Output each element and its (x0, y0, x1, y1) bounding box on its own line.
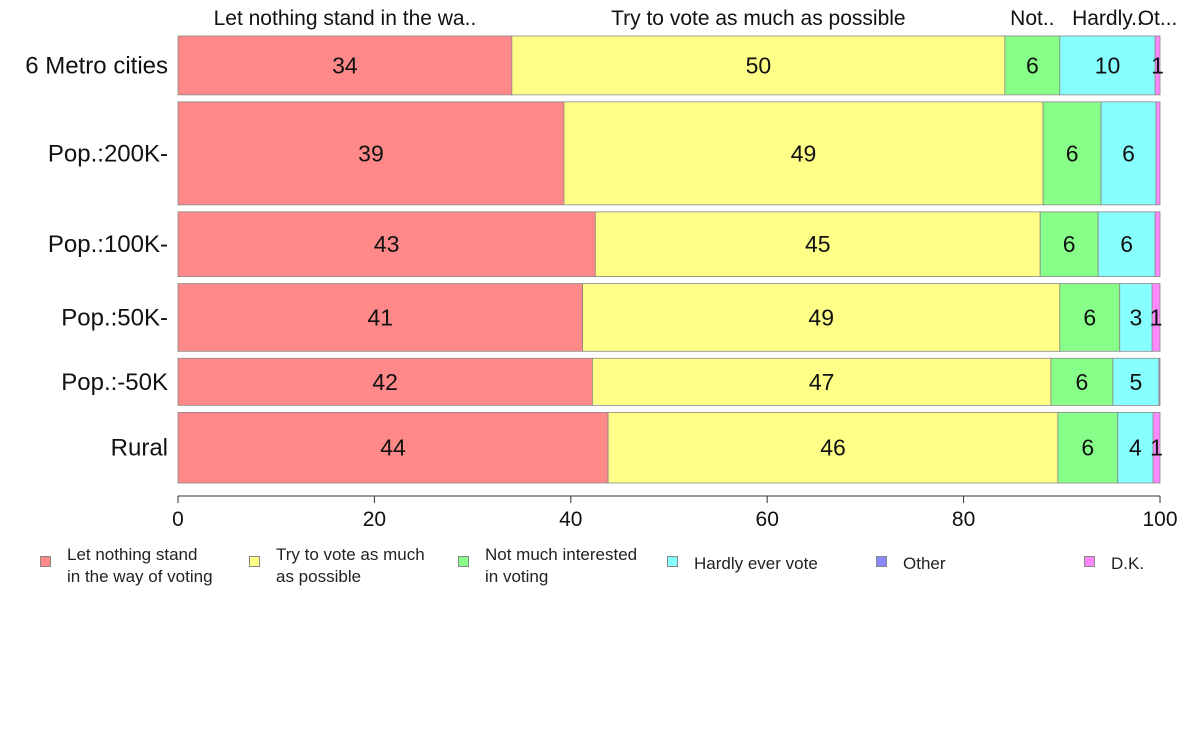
legend-label: Let nothing stand in the way of voting (67, 545, 213, 586)
bar-segment (511, 35, 1006, 96)
bar-segment (1100, 101, 1157, 206)
bar-segment (1154, 211, 1161, 278)
x-tick-label: 0 (172, 508, 184, 531)
x-tick-label: 80 (952, 508, 975, 531)
column-header-label: Try to vote as much as possible (611, 7, 906, 30)
category-label: Pop.:200K- (48, 140, 168, 167)
legend-swatch (249, 556, 260, 567)
legend-item-hardly-ever-vote: Hardly ever vote (667, 544, 818, 575)
data-label: 6 (1026, 52, 1039, 78)
legend-item-not-much-interested: Not much interested in voting (458, 544, 637, 588)
bar-segment (177, 211, 596, 278)
data-label: 5 (1130, 369, 1143, 395)
bar-segment (1050, 357, 1114, 406)
legend-swatch (40, 556, 51, 567)
data-label: 43 (374, 231, 400, 257)
bar-segment (1042, 101, 1102, 206)
x-tick-label: 40 (559, 508, 582, 531)
category-label: Pop.:50K- (61, 304, 168, 331)
legend-label: Try to vote as much as possible (276, 545, 425, 586)
data-label: 45 (805, 231, 831, 257)
bar-segment (177, 357, 593, 406)
data-label: 3 (1130, 304, 1143, 330)
data-label: 50 (746, 52, 772, 78)
category-label: Pop.:100K- (48, 231, 168, 258)
column-header-label: Hardly.. (1072, 7, 1143, 30)
data-label: 46 (820, 435, 846, 461)
bar-segment (1151, 283, 1161, 352)
data-label: 47 (809, 369, 835, 395)
data-label: 6 (1122, 140, 1135, 166)
bar-segment (1097, 211, 1156, 278)
bar-segment (592, 357, 1052, 406)
x-tick-label: 60 (756, 508, 779, 531)
legend-swatch (1084, 556, 1095, 567)
data-label: 41 (367, 304, 393, 330)
bar-segment (1059, 283, 1121, 352)
bar-segment (1004, 35, 1061, 96)
legend-item-try-to-vote: Try to vote as much as possible (249, 544, 425, 588)
category-label: Pop.:-50K (61, 369, 168, 396)
data-label: 49 (808, 304, 834, 330)
bar-segment (177, 283, 583, 352)
bar-segment (1039, 211, 1099, 278)
bar-segment (594, 211, 1041, 278)
legend-label: Other (903, 554, 946, 573)
bar-segment (1059, 35, 1156, 96)
data-label: 6 (1063, 231, 1076, 257)
legend: Let nothing stand in the way of voting T… (0, 544, 1188, 594)
column-header-label: Not.. (1010, 7, 1054, 30)
bar-segment (1152, 411, 1161, 484)
bar-segment (177, 101, 565, 206)
bar-segment (1155, 101, 1161, 206)
data-label: 44 (380, 435, 406, 461)
data-label: 4 (1129, 435, 1142, 461)
data-label: 49 (791, 140, 817, 166)
data-label: 10 (1095, 52, 1121, 78)
legend-item-dk: D.K. (1084, 544, 1144, 575)
data-label: 6 (1076, 369, 1089, 395)
bar-segment (563, 101, 1044, 206)
bar-segment (1158, 357, 1161, 406)
data-label: 1 (1150, 304, 1163, 330)
legend-label: Hardly ever vote (694, 554, 818, 573)
data-label: 1 (1151, 52, 1164, 78)
legend-swatch (876, 556, 887, 567)
legend-label: D.K. (1111, 554, 1145, 573)
x-tick-label: 100 (1142, 508, 1177, 531)
category-label: 6 Metro cities (25, 52, 168, 79)
data-label: 6 (1081, 435, 1094, 461)
legend-item-let-nothing-stand: Let nothing stand in the way of voting (40, 544, 213, 588)
legend-item-other: Other (876, 544, 946, 575)
data-label: 34 (332, 52, 358, 78)
column-header-label: Ot... (1138, 7, 1178, 30)
bar-segment (177, 411, 609, 484)
data-label: 6 (1066, 140, 1079, 166)
bar-segment (1117, 411, 1154, 484)
x-tick-label: 20 (363, 508, 386, 531)
stacked-bar-chart: Let nothing stand in the wa.. Try to vote… (25, 7, 1178, 531)
data-label: 6 (1083, 304, 1096, 330)
data-label: 6 (1120, 231, 1133, 257)
column-header-label: Let nothing stand in the wa.. (214, 7, 477, 30)
bar-segment (582, 283, 1061, 352)
bar-segment (1112, 357, 1160, 406)
bar-segment (177, 35, 513, 96)
bar-segment (1154, 35, 1161, 96)
data-label: 1 (1150, 435, 1163, 461)
bar-segment (1057, 411, 1119, 484)
data-label: 39 (358, 140, 384, 166)
legend-label: Not much interested in voting (485, 545, 638, 586)
category-label: Rural (111, 435, 168, 462)
bar-segment (607, 411, 1059, 484)
legend-swatch (458, 556, 469, 567)
data-label: 42 (372, 369, 398, 395)
legend-swatch (667, 556, 678, 567)
